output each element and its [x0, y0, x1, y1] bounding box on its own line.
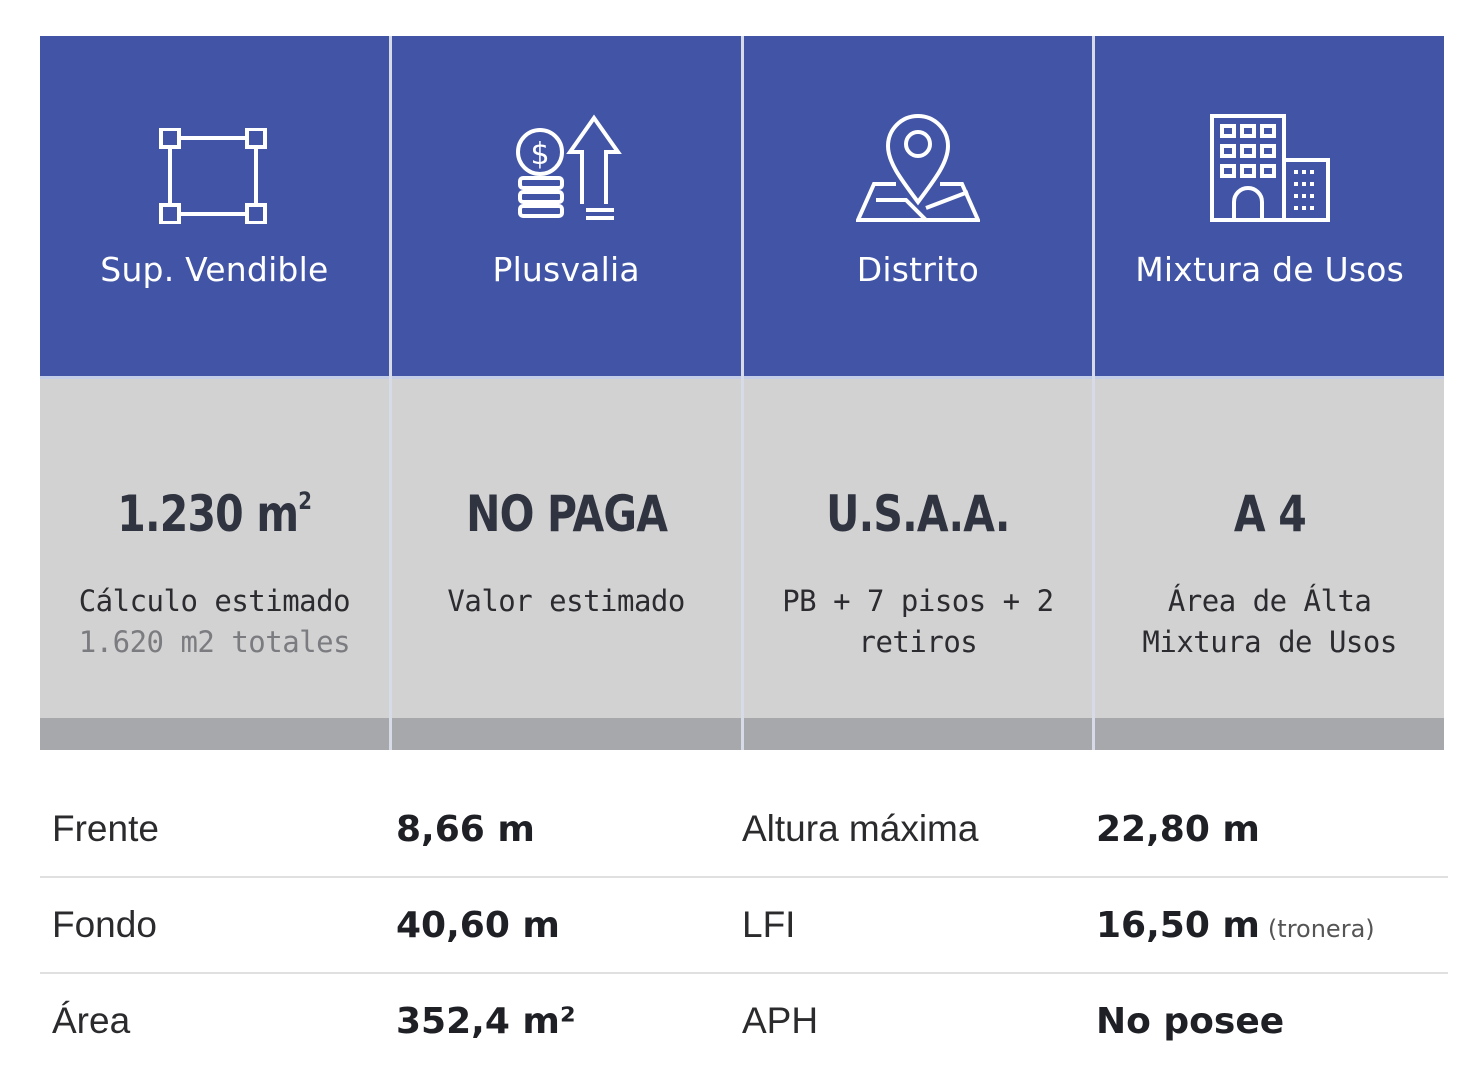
card-description: Valor estimado [447, 584, 685, 618]
card-label: Sup. Vendible [100, 250, 329, 289]
card-footer-bar [40, 718, 389, 750]
card-value: A 4 [1233, 485, 1307, 543]
value-text: 1.230 m [117, 485, 299, 543]
card-footer-bar [1095, 718, 1444, 750]
spec-value: 22,80 m [1096, 809, 1268, 850]
spec-value: 16,50 m (tronera) [1096, 905, 1375, 946]
card-footer-bar [391, 718, 741, 750]
card-plusvalia: $ Plusvalia NO PAGA Valor estimado [391, 36, 741, 750]
card-header: Distrito [743, 36, 1093, 379]
card-header: Sup. Vendible [40, 36, 389, 379]
feature-cards: Sup. Vendible 1.230 m2 Cálculo estimado … [40, 36, 1444, 750]
card-value: 1.230 m2 [117, 485, 312, 543]
spec-note: (tronera) [1267, 914, 1375, 943]
card-description: Área de Álta Mixtura de Usos [1142, 584, 1397, 659]
spec-value: 352,4 m² [396, 1000, 576, 1042]
card-label: Mixtura de Usos [1135, 250, 1405, 289]
card-body: A 4 Área de Álta Mixtura de Usos [1095, 379, 1444, 718]
card-mixtura: Mixtura de Usos A 4 Área de Álta Mixtura… [1095, 36, 1444, 750]
spec-value: 8,66 m [396, 808, 535, 850]
spec-value: No posee [1096, 1001, 1292, 1042]
spec-label: APH [742, 1000, 819, 1041]
spec-value-text: 22,80 m [1096, 808, 1260, 850]
spec-value: 40,60 m [396, 904, 560, 946]
spec-value-text: No posee [1096, 1000, 1285, 1042]
card-label: Plusvalia [492, 250, 640, 289]
svg-text:$: $ [531, 137, 550, 172]
spec-row: Fondo 40,60 m LFI 16,50 m (tronera) [40, 878, 1448, 974]
card-footer-bar [743, 718, 1093, 750]
value-superscript: 2 [298, 487, 312, 515]
card-body: 1.230 m2 Cálculo estimado 1.620 m2 total… [40, 379, 389, 718]
card-body: U.S.A.A. PB + 7 pisos + 2 retiros [743, 379, 1093, 718]
card-subtext: 1.620 m2 totales [78, 625, 351, 659]
spec-label: LFI [742, 904, 796, 945]
specs-table: Frente 8,66 m Altura máxima 22,80 m Fond… [40, 782, 1448, 1068]
card-distrito: Distrito U.S.A.A. PB + 7 pisos + 2 retir… [743, 36, 1093, 750]
spec-row: Frente 8,66 m Altura máxima 22,80 m [40, 782, 1448, 878]
money-growth-icon: $ [516, 114, 622, 220]
square-area-icon [159, 128, 268, 224]
spec-label: Área [52, 1000, 131, 1041]
spec-value-text: 16,50 m [1096, 904, 1260, 946]
card-value: NO PAGA [465, 485, 668, 543]
card-header: Mixtura de Usos [1095, 36, 1444, 379]
card-label: Distrito [856, 250, 979, 289]
location-pin-icon [855, 114, 980, 222]
card-body: NO PAGA Valor estimado [391, 379, 741, 718]
card-description: PB + 7 pisos + 2 retiros [782, 584, 1054, 659]
spec-label: Altura máxima [742, 808, 979, 849]
spec-label: Fondo [52, 904, 157, 945]
spec-row: Área 352,4 m² APH No posee [40, 974, 1448, 1068]
card-sup-vendible: Sup. Vendible 1.230 m2 Cálculo estimado … [40, 36, 389, 750]
card-description: Cálculo estimado [78, 584, 351, 618]
buildings-icon [1209, 114, 1330, 222]
card-value: U.S.A.A. [826, 485, 1010, 543]
spec-label: Frente [52, 808, 159, 849]
card-header: $ Plusvalia [391, 36, 741, 379]
